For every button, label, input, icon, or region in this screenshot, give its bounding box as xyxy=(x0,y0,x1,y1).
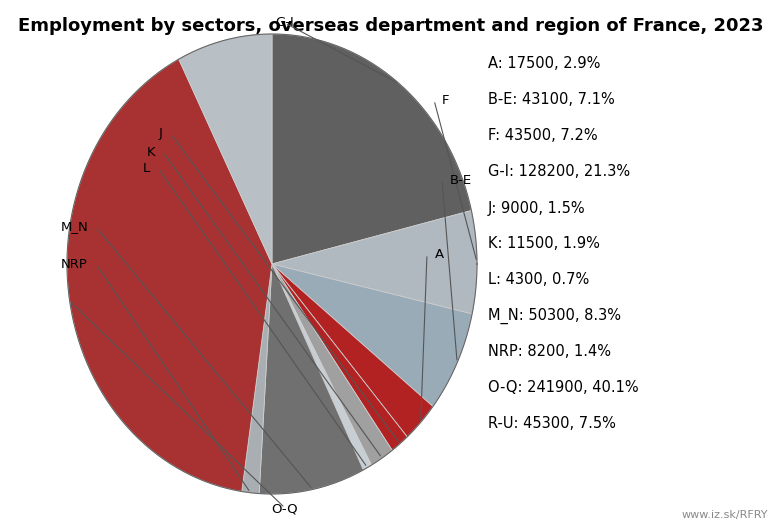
Text: A: 17500, 2.9%: A: 17500, 2.9% xyxy=(488,56,601,71)
Text: A: A xyxy=(435,247,444,261)
Text: J: J xyxy=(159,128,163,140)
Text: NRP: NRP xyxy=(61,257,88,270)
Text: Employment by sectors, overseas department and region of France, 2023: Employment by sectors, overseas departme… xyxy=(18,17,764,35)
Text: B-E: 43100, 7.1%: B-E: 43100, 7.1% xyxy=(488,93,615,107)
Polygon shape xyxy=(242,264,272,494)
Text: O-Q: 241900, 40.1%: O-Q: 241900, 40.1% xyxy=(488,380,639,395)
Text: L: L xyxy=(143,162,150,174)
Text: G-I: 128200, 21.3%: G-I: 128200, 21.3% xyxy=(488,164,630,179)
Text: K: 11500, 1.9%: K: 11500, 1.9% xyxy=(488,237,600,252)
Polygon shape xyxy=(272,264,393,465)
Polygon shape xyxy=(272,264,472,406)
Text: J: 9000, 1.5%: J: 9000, 1.5% xyxy=(488,201,586,215)
Text: M_N: M_N xyxy=(60,220,88,234)
Text: L: 4300, 0.7%: L: 4300, 0.7% xyxy=(488,272,590,287)
Text: F: F xyxy=(442,94,450,106)
Text: M_N: 50300, 8.3%: M_N: 50300, 8.3% xyxy=(488,308,621,324)
Text: NRP: 8200, 1.4%: NRP: 8200, 1.4% xyxy=(488,345,611,360)
Polygon shape xyxy=(179,34,272,264)
Polygon shape xyxy=(272,264,371,470)
Text: K: K xyxy=(146,145,155,159)
Text: G-I: G-I xyxy=(275,16,294,29)
Polygon shape xyxy=(272,264,433,437)
Polygon shape xyxy=(259,264,364,494)
Text: R-U: 45300, 7.5%: R-U: 45300, 7.5% xyxy=(488,417,616,431)
Text: O-Q: O-Q xyxy=(271,502,298,515)
Polygon shape xyxy=(272,211,477,314)
Polygon shape xyxy=(272,34,472,264)
Text: B-E: B-E xyxy=(450,173,472,187)
Polygon shape xyxy=(272,264,407,450)
Text: F: 43500, 7.2%: F: 43500, 7.2% xyxy=(488,129,597,144)
Text: www.iz.sk/RFRY: www.iz.sk/RFRY xyxy=(681,510,768,520)
Polygon shape xyxy=(67,59,272,492)
